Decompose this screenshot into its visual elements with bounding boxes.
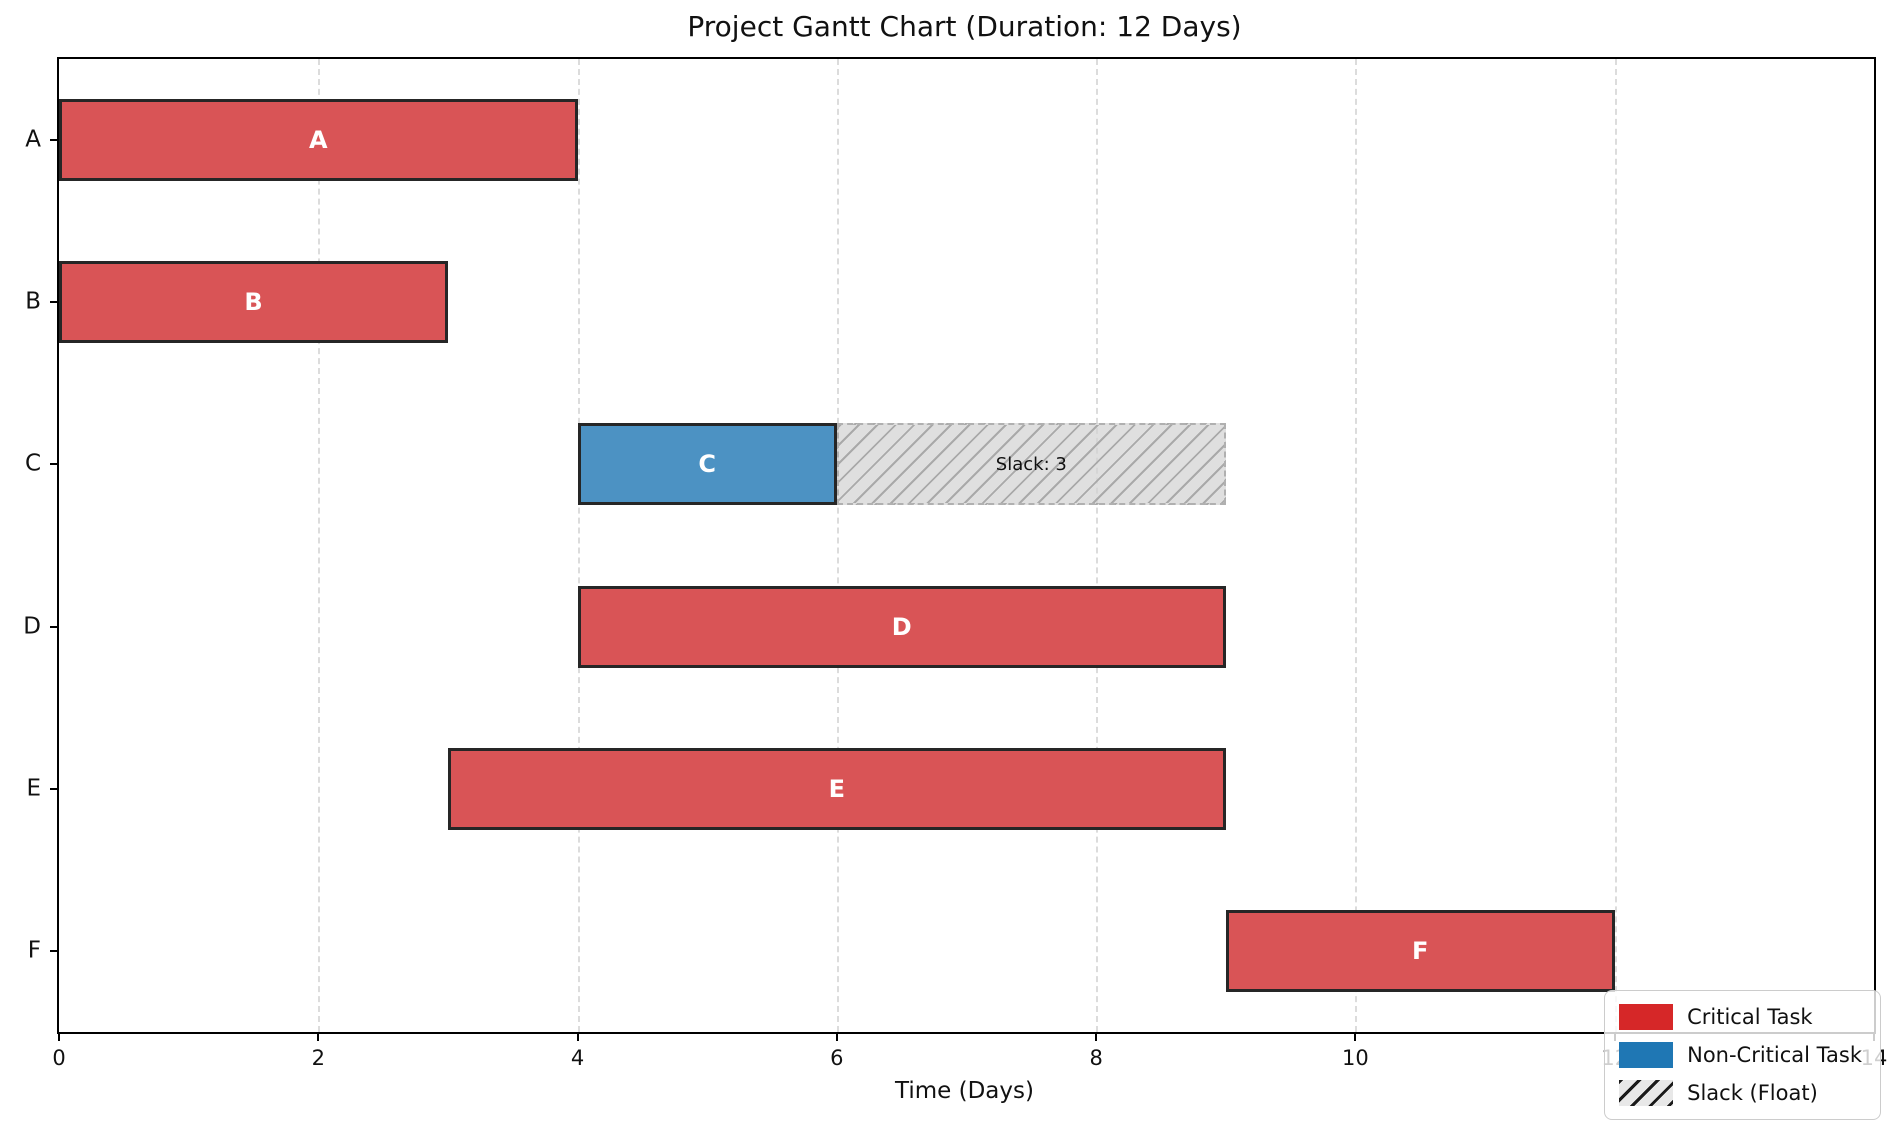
y-tick-label-C: C <box>24 450 41 477</box>
y-tick-label-B: B <box>25 288 41 315</box>
gridline-x-6 <box>836 59 839 1032</box>
y-tick-B <box>50 301 59 304</box>
slack-bar-C: Slack: 3 <box>836 423 1226 506</box>
x-tick-0 <box>58 1032 60 1041</box>
task-bar-label-E: E <box>828 774 846 803</box>
x-axis-label: Time (Days) <box>895 1078 1034 1104</box>
non-critical-task-swatch <box>1619 1042 1674 1068</box>
y-tick-label-A: A <box>25 126 41 153</box>
gridline-x-4 <box>577 59 580 1032</box>
x-tick-2 <box>317 1032 320 1041</box>
y-tick-C <box>50 463 59 466</box>
legend-label-non-critical-task: Non-Critical Task <box>1687 1043 1862 1067</box>
x-tick-10 <box>1354 1032 1357 1041</box>
task-bar-label-D: D <box>891 612 912 641</box>
legend-label-slack-float: Slack (Float) <box>1687 1081 1818 1105</box>
legend-label-critical-task: Critical Task <box>1687 1005 1813 1029</box>
task-bar-label-B: B <box>244 288 263 317</box>
task-bar-C: C <box>577 423 837 506</box>
task-bar-B: B <box>59 261 448 344</box>
slack-float-swatch <box>1619 1080 1674 1106</box>
legend-item-non-critical-task: Non-Critical Task <box>1619 1042 1862 1068</box>
legend: Critical Task Non-Critical Task Slack (F… <box>1604 990 1881 1120</box>
critical-task-swatch <box>1619 1004 1674 1030</box>
y-tick-label-F: F <box>27 937 41 964</box>
task-bar-A: A <box>59 99 578 182</box>
task-bar-E: E <box>447 747 1226 830</box>
y-tick-A <box>50 139 59 142</box>
y-tick-E <box>50 787 59 790</box>
legend-item-slack-float: Slack (Float) <box>1619 1080 1862 1106</box>
y-tick-F <box>50 949 59 952</box>
y-tick-D <box>50 625 59 628</box>
x-tick-8 <box>1095 1032 1098 1041</box>
x-tick-label-10: 10 <box>1342 1046 1369 1070</box>
x-tick-label-4: 4 <box>570 1046 585 1070</box>
x-tick-6 <box>835 1032 838 1041</box>
x-tick-label-8: 8 <box>1089 1046 1103 1070</box>
gridline-x-2 <box>318 59 321 1032</box>
slack-label-C: Slack: 3 <box>995 453 1067 475</box>
chart-title: Project Gantt Chart (Duration: 12 Days) <box>687 10 1242 43</box>
x-tick-label-2: 2 <box>311 1046 325 1070</box>
gridline-x-10 <box>1355 59 1358 1032</box>
task-bar-F: F <box>1225 909 1615 992</box>
task-bar-label-A: A <box>308 126 328 155</box>
task-bar-label-C: C <box>698 450 717 479</box>
task-bar-label-F: F <box>1412 936 1429 965</box>
x-tick-label-0: 0 <box>52 1046 66 1070</box>
x-tick-label-6: 6 <box>830 1046 844 1070</box>
legend-item-critical-task: Critical Task <box>1619 1004 1862 1030</box>
task-bar-D: D <box>577 585 1226 668</box>
gridline-x-8 <box>1096 59 1099 1032</box>
x-tick-4 <box>576 1032 579 1041</box>
gridline-x-12 <box>1614 59 1617 1032</box>
y-tick-label-E: E <box>26 775 41 802</box>
y-tick-label-D: D <box>23 613 41 640</box>
